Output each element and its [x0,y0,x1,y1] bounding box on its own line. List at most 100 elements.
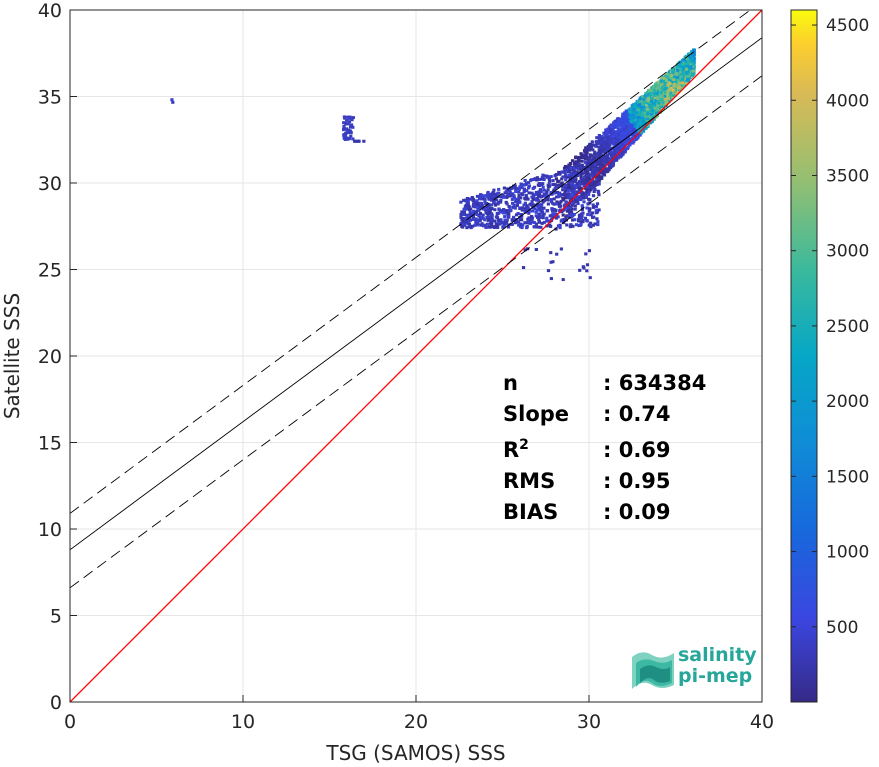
density-cell [498,200,503,204]
density-cell [483,223,488,227]
density-cell [600,165,604,169]
density-cell [567,163,571,167]
density-cell [347,137,352,141]
density-cell [542,220,546,224]
density-cell [580,163,584,167]
density-cell [609,128,613,132]
density-cell [593,156,597,160]
density-cell [351,137,355,141]
density-cell [568,161,572,165]
density-cell [526,206,530,210]
density-cell [595,177,600,181]
density-cell [500,195,504,199]
density-cell [638,119,642,123]
density-cell [474,221,478,225]
density-cell [592,152,596,156]
density-cell [476,219,480,223]
density-cell [561,188,565,192]
density-cell [537,220,541,224]
density-cell [472,209,476,213]
density-cell [465,207,469,211]
density-cell [593,172,598,176]
density-cell [537,225,541,229]
density-cell [686,74,691,78]
density-cell [680,59,685,63]
density-cell [618,153,622,157]
density-cell [578,166,582,170]
density-cell [489,222,493,226]
density-cell [581,218,585,222]
density-cell [480,195,484,199]
density-cell [602,163,606,167]
density-cell [637,108,641,112]
density-cell [621,122,625,126]
density-cell [617,120,621,124]
density-cell [594,182,599,186]
density-cell [690,55,694,59]
density-cell [607,168,611,172]
density-cell [467,222,472,226]
density-cell [462,207,466,211]
density-cell [567,181,571,185]
density-cell [463,220,468,224]
density-cell [591,205,596,209]
density-cell [603,148,607,152]
density-cell [684,67,689,71]
density-cell [657,101,661,105]
density-cell [569,172,573,176]
density-cell [659,90,663,94]
density-cell [501,193,505,197]
density-cell [671,81,675,85]
density-cell [684,81,688,85]
density-cell [607,158,611,162]
density-cell [578,268,582,272]
density-cell [607,166,612,170]
density-cell [468,213,472,217]
density-cell [673,75,677,79]
density-cell [597,208,601,212]
density-cell [350,118,354,122]
density-cell [586,144,590,148]
density-cell [613,119,617,123]
density-cell [539,190,543,194]
density-cell [643,94,647,98]
density-cell [655,104,660,108]
density-cell [527,216,531,220]
density-cell [530,195,534,199]
density-cell [603,168,607,172]
density-cell [523,248,527,252]
density-cell [497,221,501,225]
density-cell [623,148,628,152]
density-cell [474,219,478,223]
density-cell [493,219,497,223]
density-cell [584,195,588,199]
density-cell [585,219,589,223]
density-cell [512,185,516,189]
density-cell [535,193,539,197]
density-cell [595,170,599,174]
density-cell [530,209,534,213]
density-cell [492,188,496,192]
density-cell [666,87,670,91]
density-cell [578,183,582,187]
density-cell [583,157,587,161]
density-cell [542,206,546,210]
density-cell [639,130,643,134]
density-cell [569,194,573,198]
density-cell [460,217,465,221]
density-cell [580,214,584,218]
density-cell [573,204,577,208]
density-cell [590,174,594,178]
density-cell [537,192,542,196]
density-cell [549,198,554,202]
density-cell [517,196,521,200]
density-cell [652,93,657,97]
density-cell [616,117,620,121]
density-cell [557,172,562,176]
density-cell [664,83,668,87]
density-cell [646,115,650,119]
density-cell [577,214,582,218]
density-cell [643,109,647,113]
density-cell [540,177,544,181]
density-cell [348,125,353,129]
